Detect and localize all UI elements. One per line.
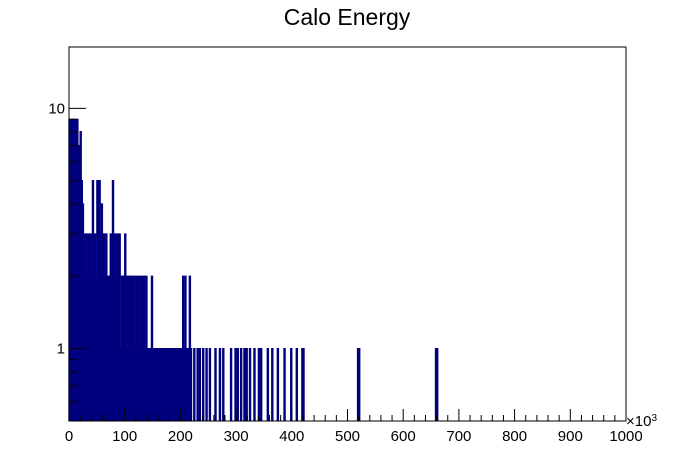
histogram-bin	[243, 348, 246, 421]
histogram-bin	[266, 348, 270, 421]
y-tick-label: 1	[57, 341, 65, 358]
histogram-bin	[124, 233, 127, 421]
x-tick-label: 900	[558, 428, 583, 445]
x-tick-label: 0	[65, 428, 73, 445]
histogram-bin	[357, 348, 361, 421]
histogram-bin	[290, 348, 293, 421]
histogram-bin	[208, 348, 212, 421]
x-tick-label: 100	[112, 428, 137, 445]
histogram-bin	[257, 348, 261, 421]
histogram-bin	[189, 348, 193, 421]
histogram-bin	[218, 348, 222, 421]
histogram-bin	[196, 348, 199, 421]
histogram-bin	[253, 348, 256, 421]
histogram-bin	[276, 348, 280, 421]
x-tick-label: 400	[279, 428, 304, 445]
histogram-bin	[222, 348, 225, 421]
histogram-bin	[271, 348, 274, 421]
x-tick-label: 1000	[609, 428, 642, 445]
axes: 0 100 200 300 400 500 600 700 800 900 1000 1 10	[48, 100, 642, 445]
histogram-bin	[236, 348, 239, 421]
histogram-bin	[105, 233, 108, 421]
x-tick-label: 300	[224, 428, 249, 445]
histogram-bin	[111, 180, 115, 421]
histogram-bin	[87, 233, 90, 421]
histogram-bin	[214, 348, 217, 421]
histogram-bin	[118, 233, 121, 421]
histogram-bin	[202, 348, 205, 421]
x-tick-label: 800	[502, 428, 527, 445]
x-tick-label: 200	[168, 428, 193, 445]
histogram-bin	[205, 348, 208, 421]
histogram-bin	[239, 348, 243, 421]
plot-area	[68, 118, 439, 421]
histogram-bin	[259, 348, 263, 421]
histogram-bin	[435, 348, 439, 421]
histogram-bin	[295, 348, 299, 421]
x-axis-multiplier: ×103	[626, 413, 657, 430]
histogram-bin	[234, 348, 237, 421]
x-tick-label: 700	[446, 428, 471, 445]
histogram-bin	[229, 348, 233, 421]
histogram-bin	[91, 180, 95, 421]
histogram-bin	[198, 348, 202, 421]
histogram-bin	[302, 348, 305, 421]
histogram-bin	[109, 233, 112, 421]
chart-title: Calo Energy	[284, 4, 411, 30]
x-tick-label: 600	[391, 428, 416, 445]
histogram-bin	[193, 348, 196, 421]
histogram-bin	[245, 348, 248, 421]
y-tick-label: 10	[48, 100, 65, 117]
x-tick-label: 500	[335, 428, 360, 445]
histogram-bin	[248, 348, 252, 421]
histogram-bin	[283, 348, 286, 421]
